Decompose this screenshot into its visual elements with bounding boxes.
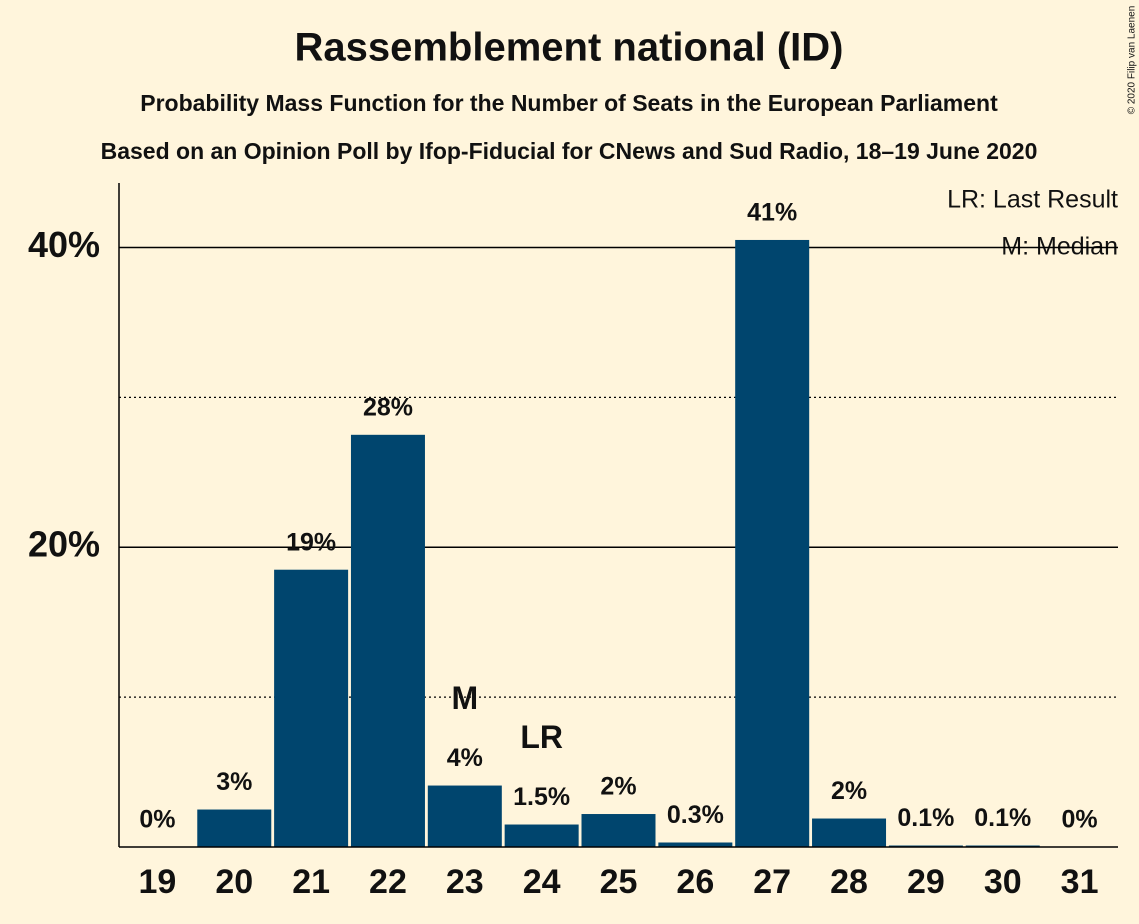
bar <box>581 814 656 847</box>
bar <box>427 785 502 847</box>
chart-subtitle: Based on an Opinion Poll by Ifop-Fiducia… <box>101 138 1038 164</box>
y-tick-label: 40% <box>28 224 100 265</box>
value-label: 41% <box>747 199 797 227</box>
chart-title: Rassemblement national (ID) <box>294 26 843 70</box>
x-tick-label: 28 <box>830 863 868 901</box>
value-label: 0.1% <box>974 804 1031 832</box>
value-label: 0.1% <box>897 804 954 832</box>
x-tick-label: 21 <box>292 863 330 901</box>
legend-entry: M: Median <box>1001 233 1118 261</box>
x-tick-label: 24 <box>523 863 561 901</box>
x-tick-label: 27 <box>753 863 791 901</box>
value-label: 0% <box>1062 806 1098 834</box>
bar <box>658 842 733 847</box>
bar <box>735 239 810 848</box>
value-label: 4% <box>447 744 483 772</box>
x-tick-label: 31 <box>1061 863 1099 901</box>
value-label: 2% <box>600 773 636 801</box>
y-tick-label: 20% <box>28 524 100 565</box>
value-label: 19% <box>286 528 336 556</box>
x-tick-label: 20 <box>215 863 253 901</box>
chart-subtitle: Probability Mass Function for the Number… <box>140 90 998 116</box>
value-label: 0% <box>139 806 175 834</box>
x-tick-label: 22 <box>369 863 407 901</box>
x-tick-label: 30 <box>984 863 1022 901</box>
value-label: 2% <box>831 777 867 805</box>
legend-entry: LR: Last Result <box>947 186 1118 214</box>
bar <box>812 818 887 847</box>
bar <box>504 824 579 847</box>
bar <box>197 809 272 847</box>
x-tick-label: 26 <box>676 863 714 901</box>
value-label: 3% <box>216 768 252 796</box>
copyright: © 2020 Filip van Laenen <box>1127 6 1138 115</box>
value-label: 1.5% <box>513 783 570 811</box>
bar <box>274 569 349 847</box>
annotation: LR <box>520 719 563 755</box>
x-tick-label: 29 <box>907 863 945 901</box>
x-tick-label: 25 <box>600 863 638 901</box>
value-label: 0.3% <box>667 801 724 829</box>
x-tick-label: 23 <box>446 863 484 901</box>
x-tick-label: 19 <box>139 863 177 901</box>
value-label: 28% <box>363 393 413 421</box>
bar <box>350 434 425 847</box>
annotation: M <box>451 680 478 716</box>
